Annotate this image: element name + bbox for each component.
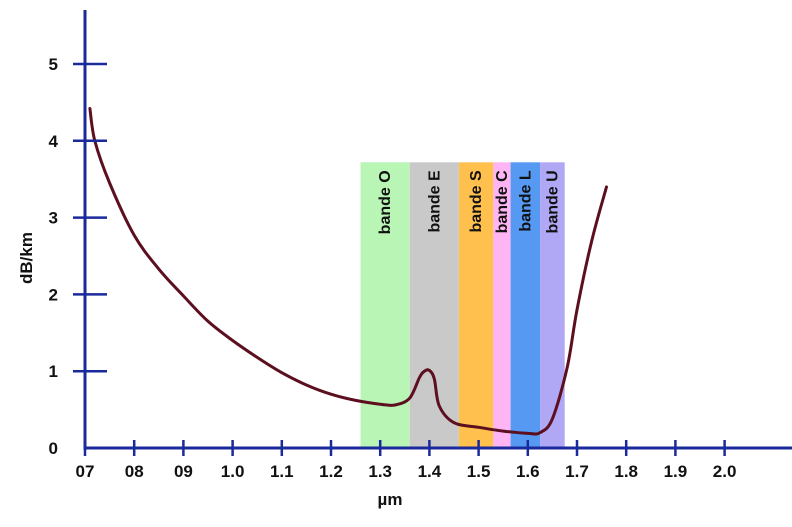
y-tick-label-4: 3 (49, 209, 58, 228)
y-axis-title: dB/km (17, 232, 36, 284)
x-tick-label-2: 08 (125, 462, 144, 481)
x-tick-label-6: 1.2 (319, 462, 343, 481)
y-tick-label-3: 2 (49, 285, 58, 304)
band-label-4: bande C (494, 170, 511, 234)
band-rect-6 (540, 162, 565, 448)
x-tick-label-5: 1.1 (270, 462, 294, 481)
x-tick-label-13: 1.9 (664, 462, 688, 481)
curve-layer (88, 107, 608, 436)
bands-layer: bande O bande E bande S bande C bande L bande… (360, 162, 565, 448)
x-tick-label-11: 1.7 (565, 462, 589, 481)
x-tick-label-8: 1.4 (418, 462, 442, 481)
y-tick-label-5: 4 (49, 132, 59, 151)
axes-layer (73, 10, 792, 456)
x-tick-label-12: 1.8 (614, 462, 638, 481)
band-label-3: bande S (468, 170, 485, 233)
band-rect-2 (409, 162, 459, 448)
x-tick-label-14: 2.0 (713, 462, 737, 481)
y-tick-label-2: 1 (49, 362, 58, 381)
x-tick-label-1: 07 (76, 462, 95, 481)
band-rect-4 (493, 162, 511, 448)
x-tick-label-4: 1.0 (221, 462, 245, 481)
x-tick-label-10: 1.6 (516, 462, 540, 481)
band-rect-1 (360, 162, 410, 448)
y-tick-label-6: 5 (49, 55, 58, 74)
attenuation-curve-1 (88, 107, 608, 436)
band-rect-5 (510, 162, 541, 448)
x-tick-label-3: 09 (174, 462, 193, 481)
band-label-2: bande E (426, 170, 443, 233)
band-label-5: bande L (517, 170, 534, 232)
band-rect-3 (458, 162, 494, 448)
x-tick-label-7: 1.3 (368, 462, 392, 481)
labels-layer: 07 08 09 1.0 1.1 1.2 1.3 1.4 1.5 1.6 1.7 1.8 1.9 2.0 0… (17, 55, 736, 509)
band-label-1: bande O (377, 170, 394, 234)
y-tick-label-1: 0 (49, 439, 58, 458)
x-tick-label-9: 1.5 (467, 462, 491, 481)
band-label-6: bande U (544, 170, 561, 233)
x-axis-title: µm (378, 490, 403, 509)
